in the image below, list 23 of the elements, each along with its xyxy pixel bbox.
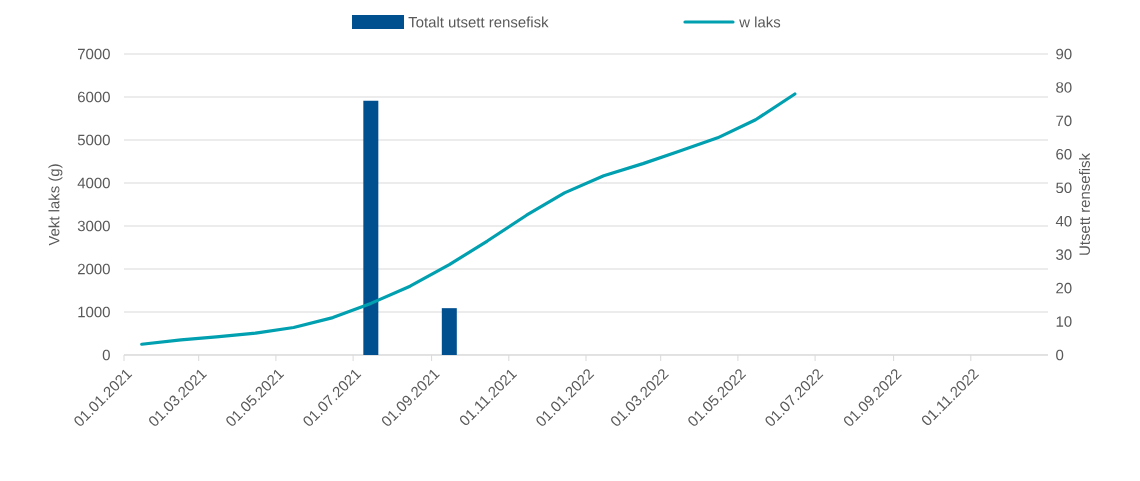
y2-tick-label: 90: [1056, 48, 1072, 60]
y-tick-label: 4000: [77, 177, 110, 189]
y-tick-label: 1000: [78, 306, 110, 318]
y2-tick-label: 70: [1056, 115, 1072, 127]
y-axis-title: Vekt laks (g): [48, 164, 63, 246]
line-series: [140, 92, 797, 346]
y-tick-label: 6000: [78, 91, 110, 103]
y-tick-label: 7000: [78, 48, 110, 60]
y-tick-label: 2000: [78, 263, 110, 275]
y2-tick-label: 40: [1055, 215, 1072, 227]
y2-tick-label: 50: [1056, 182, 1072, 194]
legend-label: Totalt utsett rensefisk: [408, 16, 549, 28]
y-tick-label: 3000: [77, 220, 110, 232]
y2-tick-label: 60: [1056, 149, 1072, 160]
y-tick-label: 5000: [77, 134, 110, 146]
y2-tick-label: 0: [1056, 349, 1064, 361]
y2-tick-label: 20: [1056, 282, 1072, 294]
y2-tick-label: 10: [1056, 316, 1072, 327]
y2-tick-label: 80: [1056, 82, 1072, 93]
legend-label: w laks: [739, 16, 781, 28]
y-tick-label: 0: [102, 349, 110, 361]
y2-tick-label: 30: [1056, 249, 1072, 260]
y2-axis-title: Utsett rensefisk: [1078, 153, 1090, 255]
